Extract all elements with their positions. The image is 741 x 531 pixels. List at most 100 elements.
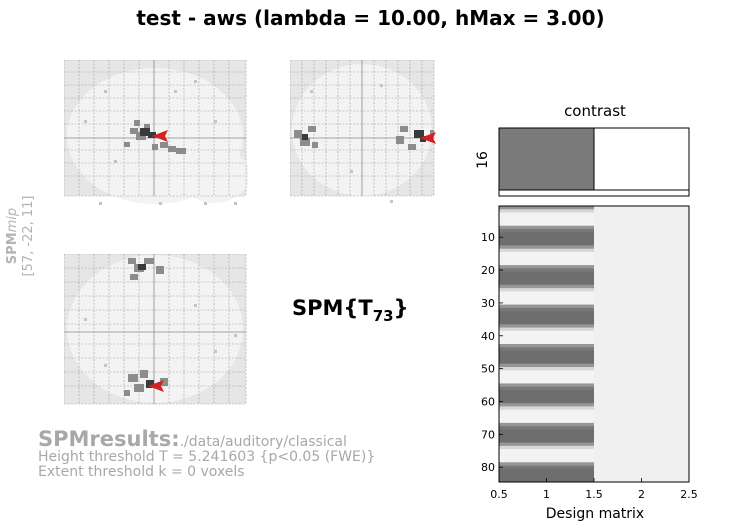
mip-axial[interactable] — [64, 254, 248, 406]
design-matrix-cell — [499, 455, 594, 460]
y-tick-label: 80 — [481, 461, 495, 474]
design-matrix-cell — [499, 307, 594, 312]
design-matrix-canvas: 10 20 30 40 50 60 70 80 0.5 1 1.5 2 2.5 Design matr… — [481, 205, 698, 522]
x-tick-label: 1.5 — [585, 488, 603, 501]
design-matrix-cell — [499, 475, 594, 480]
design-matrix-cell — [499, 357, 594, 361]
design-matrix-cell — [499, 219, 594, 223]
y-tick-label: 50 — [481, 363, 495, 376]
mip-axial-canvas — [64, 254, 247, 405]
design-matrix-cell — [499, 268, 594, 273]
y-tick-label: 60 — [481, 396, 495, 409]
design-matrix-cell — [499, 278, 594, 282]
design-matrix-cell — [499, 242, 594, 246]
design-matrix-cell — [499, 442, 594, 447]
design-matrix-cell — [499, 429, 594, 434]
design-matrix-cell — [499, 353, 594, 358]
design-matrix-cell — [499, 340, 594, 345]
mip-sagittal[interactable] — [64, 60, 248, 210]
mip-cursor-icon — [148, 380, 164, 392]
design-matrix-cell — [499, 327, 594, 332]
design-matrix-cell — [499, 225, 594, 230]
design-matrix-cell — [499, 393, 594, 397]
design-matrix-cell — [499, 229, 594, 233]
design-matrix-cell — [499, 337, 594, 342]
design-matrix-cell — [499, 298, 594, 302]
contrast-ylabel: 16 — [475, 151, 491, 169]
design-matrix-cell — [499, 462, 594, 466]
design-matrix-cell — [499, 324, 594, 328]
design-matrix-cell — [499, 206, 594, 210]
contrast-panel[interactable]: contrast 16 — [470, 98, 700, 203]
contrast-bar — [498, 127, 595, 191]
mip-label: mip — [5, 207, 20, 233]
mip-coronal[interactable] — [290, 60, 440, 210]
design-matrix-cell — [499, 281, 594, 286]
design-matrix-cell — [499, 373, 594, 378]
extent-threshold: Extent threshold k = 0 voxels — [38, 464, 245, 480]
design-matrix-cell — [499, 406, 594, 411]
design-matrix-cell — [499, 209, 594, 213]
contrast-canvas: contrast 16 — [475, 102, 690, 197]
results-heading: SPMresults: — [38, 427, 180, 451]
results-info: SPMresults:./data/auditory/classical Hei… — [38, 429, 376, 480]
y-tick-label: 20 — [481, 264, 495, 277]
design-matrix-cell — [499, 465, 594, 470]
design-matrix-cell — [499, 317, 594, 322]
x-tick-label: 1 — [543, 488, 550, 501]
spm-label: SPM — [5, 232, 20, 265]
design-matrix-cell — [499, 245, 594, 250]
design-matrix-cell — [499, 294, 594, 299]
design-matrix-cell — [499, 413, 594, 417]
y-tick-label: 10 — [481, 231, 495, 244]
design-matrix-cell — [499, 291, 594, 296]
design-matrix-cell — [499, 380, 594, 384]
height-threshold: Height threshold T = 5.241603 {p<0.05 (F… — [38, 449, 376, 465]
design-matrix-cell — [499, 383, 594, 388]
design-matrix-cell — [499, 399, 594, 404]
y-tick-label: 30 — [481, 297, 495, 310]
design-matrix-cell — [499, 360, 594, 365]
x-tick-label: 0.5 — [490, 488, 508, 501]
design-matrix-cell — [499, 432, 594, 437]
design-matrix-cell — [499, 275, 594, 279]
design-matrix-cell — [499, 344, 594, 348]
design-matrix-cell — [499, 258, 594, 263]
design-matrix-cell — [499, 445, 594, 450]
design-matrix-cell — [499, 215, 594, 220]
design-matrix-cell — [499, 212, 594, 217]
mip-coronal-canvas — [290, 60, 436, 203]
design-matrix-cell — [499, 265, 594, 269]
design-matrix-cell — [499, 321, 594, 325]
design-matrix-cell — [499, 376, 594, 381]
design-matrix-cell — [499, 459, 594, 463]
mip-sagittal-canvas — [64, 60, 248, 205]
stat-suffix: } — [393, 296, 409, 320]
mip-cursor-icon — [152, 130, 168, 142]
design-matrix-cell — [499, 261, 594, 266]
stat-df: 73 — [372, 307, 394, 325]
design-matrix-panel[interactable]: 10 20 30 40 50 60 70 80 0.5 1 1.5 2 2.5 Design matr… — [470, 200, 710, 531]
x-tick-label: 2 — [638, 488, 645, 501]
design-matrix-cell — [499, 449, 594, 453]
design-matrix-cell — [499, 416, 594, 420]
design-matrix-xlabel: Design matrix — [546, 506, 644, 522]
statistic-label: SPM{T73} — [292, 296, 409, 325]
design-matrix-cell — [499, 304, 594, 309]
design-matrix-cell — [499, 235, 594, 240]
results-path: ./data/auditory/classical — [179, 434, 347, 450]
y-tick-label: 40 — [481, 330, 495, 343]
design-matrix-cell — [499, 252, 594, 256]
stat-prefix: SPM{T — [292, 296, 373, 320]
x-tick-label: 2.5 — [680, 488, 698, 501]
design-matrix-cell — [499, 301, 594, 305]
design-matrix-cell — [499, 472, 594, 476]
design-matrix-cell — [499, 390, 594, 394]
design-matrix-cell — [499, 232, 594, 236]
mip-cursor-icon — [420, 132, 436, 144]
design-matrix-cell — [499, 284, 594, 289]
design-matrix-cell — [499, 314, 594, 319]
design-matrix-cell — [499, 363, 594, 368]
design-matrix-cell — [499, 271, 594, 276]
contrast-title: contrast — [564, 102, 626, 120]
